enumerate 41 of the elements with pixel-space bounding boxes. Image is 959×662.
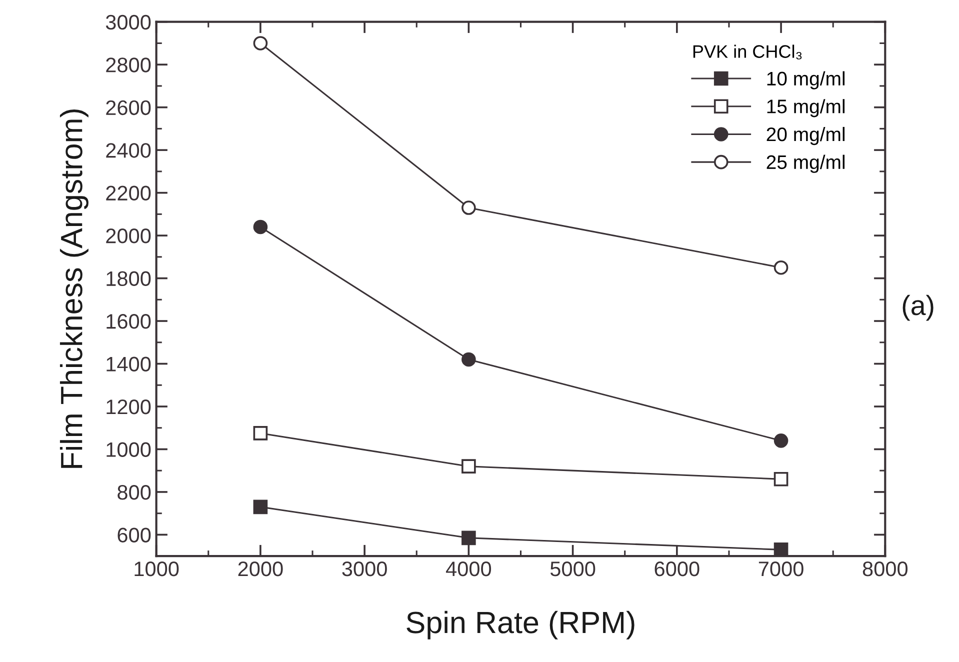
legend-label: 25 mg/ml: [766, 154, 844, 173]
x-tick-label: 7000: [758, 561, 804, 576]
y-tick-label: 2600: [106, 100, 151, 116]
y-tick-label: 1000: [106, 442, 151, 457]
point: [462, 530, 476, 546]
y-tick-label: 2800: [106, 58, 151, 72]
legend-label: 15 mg/ml: [767, 99, 844, 118]
y-tick-label: 800: [118, 484, 151, 500]
x-tick-label: 1000: [134, 561, 179, 576]
point: [462, 459, 476, 474]
y-tick-label: 1800: [106, 271, 151, 286]
y-axis-title: Film Thickness (Angstrom): [60, 109, 88, 468]
y-tick-label: 1400: [106, 356, 151, 372]
y-tick-label: 600: [118, 528, 151, 542]
point: [462, 200, 476, 215]
y-tick-label: 2200: [106, 186, 151, 201]
y-tick-label: 1600: [106, 314, 151, 329]
legend-title: PVK in CHCl₃: [693, 44, 802, 60]
point: [253, 426, 268, 440]
point: [253, 36, 268, 50]
x-tick-label: 2000: [238, 561, 283, 576]
x-tick-label: 5000: [550, 561, 596, 576]
y-tick-label: 3000: [106, 14, 151, 30]
text: (a): [902, 294, 934, 321]
point: [253, 220, 268, 234]
legend-label: 10 mg/ml: [767, 71, 844, 90]
y-tick-label: 1200: [106, 399, 151, 414]
legend-label: 20 mg/ml: [766, 126, 844, 146]
y-tick-label: 2400: [106, 143, 151, 158]
x-tick-label: 8000: [862, 561, 908, 576]
x-tick-label: 3000: [342, 561, 387, 576]
x-axis-title: Spin Rate (RPM): [406, 610, 634, 640]
point: [774, 260, 788, 275]
y-tick-label: 2000: [106, 228, 151, 244]
point: [774, 542, 788, 556]
point: [774, 472, 788, 486]
point: [253, 500, 268, 514]
x-tick-label: 4000: [446, 561, 492, 576]
x-tick-label: 6000: [654, 561, 700, 576]
point: [462, 352, 476, 367]
point: [774, 434, 788, 448]
